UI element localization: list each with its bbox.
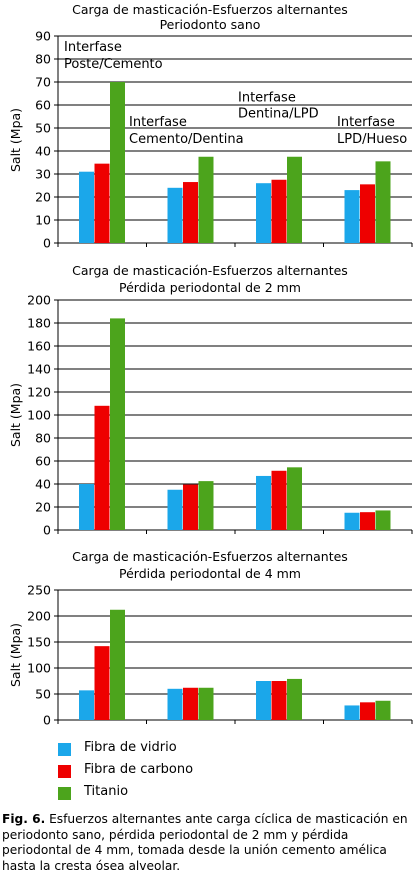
y-tick-label: 200: [27, 609, 51, 624]
y-tick-label: 70: [35, 75, 51, 90]
bar: [344, 705, 360, 720]
bar: [79, 690, 94, 720]
bar: [110, 318, 125, 530]
bar: [198, 156, 214, 243]
bar: [167, 489, 183, 530]
legend-label: Titanio: [84, 784, 129, 799]
category-label: Interfase: [64, 40, 122, 55]
chart-title-line: Periodonto sano: [160, 17, 261, 32]
legend-swatch: [58, 743, 71, 756]
y-tick-label: 100: [27, 408, 51, 423]
bar: [79, 171, 94, 243]
bar: [167, 688, 183, 720]
chart-title-line: Carga de masticación-Esfuerzos alternant…: [72, 549, 348, 564]
y-tick-label: 0: [43, 236, 51, 251]
category-label: LPD/Hueso: [337, 132, 407, 147]
y-tick-label: 40: [35, 477, 51, 492]
chart-3: Carga de masticación-Esfuerzos alternant…: [8, 549, 413, 728]
bar: [360, 512, 375, 530]
y-tick-label: 30: [35, 167, 51, 182]
category-label: Interfase: [337, 115, 395, 130]
legend-label: Fibra de vidrio: [84, 740, 177, 755]
y-tick-label: 50: [35, 121, 51, 136]
y-tick-label: 80: [35, 431, 51, 446]
bar: [271, 470, 287, 530]
bar: [256, 475, 271, 530]
bar: [375, 161, 391, 243]
y-tick-label: 250: [27, 583, 51, 598]
bar: [360, 702, 375, 720]
y-tick-label: 90: [35, 29, 51, 44]
bar: [183, 484, 198, 530]
y-tick-label: 0: [43, 523, 51, 538]
bar: [167, 187, 183, 243]
caption-label: Fig. 6.: [2, 812, 46, 826]
charts-area: Carga de masticación-Esfuerzos alternant…: [8, 2, 413, 728]
bar: [360, 184, 375, 243]
bar: [198, 481, 214, 530]
y-tick-label: 50: [35, 687, 51, 702]
bar: [94, 163, 110, 243]
y-tick-label: 150: [27, 635, 51, 650]
y-tick-label: 60: [35, 454, 51, 469]
category-label: Poste/Cemento: [64, 57, 163, 72]
y-tick-label: 60: [35, 98, 51, 113]
bar: [375, 700, 391, 720]
bar: [271, 179, 287, 243]
category-label: Interfase: [129, 115, 187, 130]
bar: [198, 687, 214, 720]
legend-swatch: [58, 787, 71, 800]
bar: [183, 687, 198, 720]
figure-caption: Fig. 6. Esfuerzos alternantes ante carga…: [2, 812, 416, 874]
bar: [110, 82, 125, 243]
y-axis-label: Salt (Mpa): [8, 383, 23, 447]
y-tick-label: 10: [35, 213, 51, 228]
category-label: Interfase: [238, 91, 296, 106]
bar: [256, 183, 271, 243]
bar: [287, 678, 302, 720]
bar: [183, 182, 198, 243]
bar: [287, 156, 302, 243]
y-axis-label: Salt (Mpa): [8, 108, 23, 172]
y-tick-label: 80: [35, 52, 51, 67]
y-tick-label: 180: [27, 316, 51, 331]
chart-title-line: Pérdida periodontal de 2 mm: [119, 280, 301, 295]
chart-title-line: Pérdida periodontal de 4 mm: [119, 566, 301, 581]
y-axis-label: Salt (Mpa): [8, 623, 23, 687]
bar: [256, 681, 271, 720]
y-tick-label: 20: [35, 190, 51, 205]
y-tick-label: 40: [35, 144, 51, 159]
bar: [375, 510, 391, 530]
chart-title-line: Carga de masticación-Esfuerzos alternant…: [72, 263, 348, 278]
y-tick-label: 160: [27, 339, 51, 354]
bar: [271, 681, 287, 720]
bar: [287, 467, 302, 530]
y-tick-label: 200: [27, 293, 51, 308]
bar: [344, 512, 360, 530]
bar: [110, 609, 125, 720]
legend-label: Fibra de carbono: [84, 762, 194, 777]
bar: [344, 190, 360, 243]
bar: [94, 646, 110, 720]
chart-2: Carga de masticación-Esfuerzos alternant…: [8, 263, 413, 538]
category-label: Dentina/LPD: [238, 107, 319, 122]
category-label: Cemento/Dentina: [129, 132, 244, 147]
y-tick-label: 100: [27, 661, 51, 676]
y-tick-label: 140: [27, 362, 51, 377]
y-tick-label: 20: [35, 500, 51, 515]
chart-title-line: Carga de masticación-Esfuerzos alternant…: [72, 2, 348, 17]
legend-swatch: [58, 765, 71, 778]
caption-text: Esfuerzos alternantes ante carga cíclica…: [2, 812, 408, 873]
y-tick-label: 0: [43, 713, 51, 728]
y-tick-label: 120: [27, 385, 51, 400]
bar: [94, 405, 110, 530]
chart-1: Carga de masticación-Esfuerzos alternant…: [8, 2, 413, 251]
bar: [79, 484, 94, 530]
